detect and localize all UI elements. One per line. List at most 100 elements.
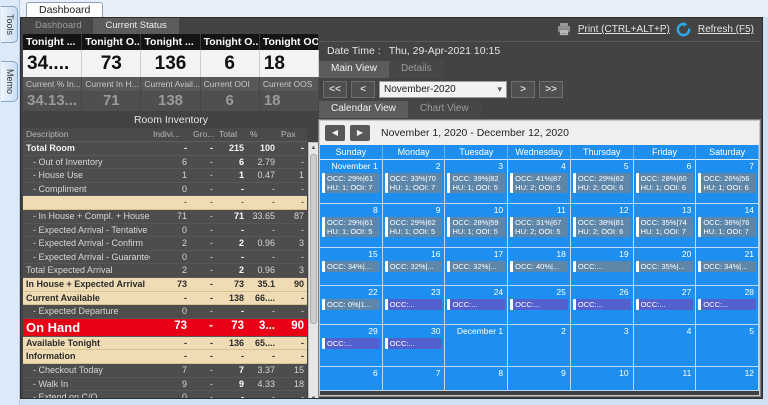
inventory-scrollbar[interactable]: ▲ ▼ <box>308 142 319 398</box>
table-row[interactable]: - Expected Arrival - Confirm 2 - 2 0.96 3 <box>23 237 307 251</box>
calendar-cell[interactable]: 30 OCC:... <box>382 325 446 367</box>
refresh-link[interactable]: Refresh (F5) <box>697 24 754 35</box>
calendar-cell[interactable]: 2 <box>508 325 571 367</box>
occupancy-event-block[interactable]: OCC:... <box>322 338 380 349</box>
occupancy-event-block[interactable]: OCC: 0%|1... <box>322 299 380 310</box>
scrollbar-thumb[interactable] <box>310 154 317 324</box>
calendar-cell[interactable]: 29 OCC:... <box>320 325 383 367</box>
calendar-cell[interactable]: 12 OCC: 38%|81 HU: 2; OOI: 6 <box>570 204 634 248</box>
calendar-cell[interactable]: 5 OCC: 29%|62 HU: 2; OOI: 6 <box>570 160 634 204</box>
occupancy-event-block[interactable]: OCC: 26%|56 HU: 1; OOI: 6 <box>698 173 757 193</box>
table-row[interactable]: - Compliment 0 - - - - <box>23 182 307 197</box>
calendar-cell[interactable]: 16 OCC: 32%|... <box>382 248 446 286</box>
occupancy-event-block[interactable]: OCC: 31%|67 HU: 2; OOI: 5 <box>510 217 568 237</box>
tab-main-view[interactable]: Main View <box>319 61 389 78</box>
calendar-cell[interactable]: 15 OCC: 34%|... <box>320 248 383 286</box>
calendar-cell[interactable]: 11 <box>633 367 697 391</box>
sidebar-tab-memo[interactable]: Memo <box>1 61 18 103</box>
calendar-cell[interactable]: 2 OCC: 33%|70 HU: 1; OOI: 7 <box>382 160 446 204</box>
calendar-cell[interactable]: 5 <box>696 325 759 367</box>
table-row[interactable]: - Expected Arrival - Tentative 0 - - - - <box>23 223 307 238</box>
first-month-button[interactable]: << <box>323 80 347 98</box>
calendar-cell[interactable]: 18 OCC: 40%|... <box>508 248 571 286</box>
table-row[interactable]: Information - - - - - <box>23 350 307 364</box>
calendar-cell[interactable]: 8 <box>445 367 509 391</box>
calendar-cell[interactable]: 4 OCC: 41%|87 HU: 2; OOI: 5 <box>508 160 571 204</box>
table-row[interactable]: ----- <box>23 196 307 210</box>
calendar-cell[interactable]: 10 <box>570 367 634 391</box>
occupancy-event-block[interactable]: OCC:... <box>572 299 631 310</box>
calendar-cell[interactable]: 4 <box>633 325 697 367</box>
calendar-prev-icon[interactable]: ◀ <box>325 125 345 141</box>
calendar-cell[interactable]: 19 OCC:... <box>570 248 634 286</box>
occupancy-event-block[interactable]: OCC: 35%|74 HU: 1; OOI: 7 <box>635 217 694 237</box>
occupancy-event-block[interactable]: OCC:... <box>510 299 568 310</box>
calendar-cell[interactable]: 22 OCC: 0%|1... <box>320 286 383 325</box>
occupancy-event-block[interactable]: OCC: 41%|87 HU: 2; OOI: 5 <box>510 173 568 193</box>
tab-current-status[interactable]: Current Status <box>93 18 179 34</box>
scroll-down-icon[interactable]: ▼ <box>311 394 317 398</box>
print-link[interactable]: Print (CTRL+ALT+P) <box>577 24 670 35</box>
calendar-cell[interactable]: 8 OCC: 29%|61 HU: 1; OOI: 5 <box>320 204 383 248</box>
occupancy-event-block[interactable]: OCC:... <box>384 299 443 310</box>
next-month-button[interactable]: > <box>511 80 535 98</box>
occupancy-event-block[interactable]: OCC: 40%|... <box>510 261 568 272</box>
occupancy-event-block[interactable]: OCC: 33%|70 HU: 1; OOI: 7 <box>384 173 443 193</box>
calendar-cell[interactable]: 24 OCC:... <box>445 286 509 325</box>
occupancy-event-block[interactable]: OCC: 38%|81 HU: 2; OOI: 6 <box>572 217 631 237</box>
refresh-icon[interactable] <box>676 22 692 38</box>
occupancy-event-block[interactable]: OCC:... <box>635 299 694 310</box>
calendar-cell[interactable]: 6 <box>320 367 383 391</box>
tab-dashboard[interactable]: Dashboard <box>23 18 94 34</box>
calendar-cell[interactable]: 28 OCC:... <box>696 286 759 325</box>
calendar-cell[interactable]: 17 OCC: 32%|... <box>445 248 509 286</box>
tab-chart-view[interactable]: Chart View <box>407 101 481 118</box>
calendar-cell[interactable]: 27 OCC:... <box>633 286 697 325</box>
occupancy-event-block[interactable]: OCC: 32%|... <box>384 261 443 272</box>
occupancy-event-block[interactable]: OCC:... <box>447 299 506 310</box>
window-tab-dashboard[interactable]: Dashboard <box>26 2 104 18</box>
calendar-cell[interactable]: 3 <box>570 325 634 367</box>
occupancy-event-block[interactable]: OCC: 36%|76 HU: 1; OOI: 7 <box>698 217 757 237</box>
last-month-button[interactable]: >> <box>539 80 563 98</box>
calendar-cell[interactable]: 10 OCC: 28%|59 HU: 1; OOI: 5 <box>445 204 509 248</box>
calendar-cell[interactable]: 26 OCC:... <box>570 286 634 325</box>
occupancy-event-block[interactable]: OCC: 29%|62 HU: 1; OOI: 5 <box>384 217 443 237</box>
month-select[interactable]: November-2020 ▾ <box>379 80 507 98</box>
table-row[interactable]: Available Tonight - - 136 65.... - <box>23 336 307 351</box>
calendar-cell[interactable]: 3 OCC: 39%|82 HU: 1; OOI: 5 <box>445 160 509 204</box>
calendar-cell[interactable]: 13 OCC: 35%|74 HU: 1; OOI: 7 <box>633 204 697 248</box>
occupancy-event-block[interactable]: OCC: 28%|59 HU: 1; OOI: 5 <box>447 217 506 237</box>
table-row[interactable]: - Extend on C/O 0 - - - - <box>23 391 307 398</box>
occupancy-event-block[interactable]: OCC: 29%|61 HU: 1; OOI: 7 <box>322 173 380 193</box>
table-row[interactable]: On Hand 73 - 73 3... 90 <box>23 318 307 337</box>
table-row[interactable]: - House Use 1 - 1 0.47 1 <box>23 169 307 183</box>
prev-month-button[interactable]: < <box>351 80 375 98</box>
tab-calendar-view[interactable]: Calendar View <box>319 101 408 118</box>
calendar-cell[interactable]: December 1 <box>445 325 509 367</box>
table-row[interactable]: - In House + Compl. + House Use 71 - 71 33.6… <box>23 209 307 224</box>
occupancy-event-block[interactable]: OCC: 34%|... <box>322 261 380 272</box>
scroll-up-icon[interactable]: ▲ <box>310 145 317 151</box>
calendar-cell[interactable]: November 1 OCC: 29%|61 HU: 1; OOI: 7 <box>320 160 383 204</box>
calendar-cell[interactable]: 21 OCC: 34%|... <box>696 248 759 286</box>
table-row[interactable]: - Walk In 9 - 9 4.33 18 <box>23 377 307 392</box>
occupancy-event-block[interactable]: OCC:... <box>572 261 631 272</box>
table-row[interactable]: - Expected Arrival - Guaranteed 0 - - - - <box>23 250 307 265</box>
table-row[interactable]: Total Expected Arrival 2 - 2 0.96 3 <box>23 264 307 278</box>
occupancy-event-block[interactable]: OCC: 39%|82 HU: 1; OOI: 5 <box>447 173 506 193</box>
calendar-cell[interactable]: 9 <box>508 367 571 391</box>
table-row[interactable]: - Out of Inventory 6 - 6 2.79 - <box>23 155 307 170</box>
calendar-cell[interactable]: 25 OCC:... <box>508 286 571 325</box>
table-row[interactable]: In House + Expected Arrival 73 - 73 35.1 90 <box>23 277 307 292</box>
calendar-cell[interactable]: 9 OCC: 29%|62 HU: 1; OOI: 5 <box>382 204 446 248</box>
calendar-cell[interactable]: 7 OCC: 26%|56 HU: 1; OOI: 6 <box>696 160 759 204</box>
occupancy-event-block[interactable]: OCC: 28%|60 HU: 1; OOI: 6 <box>635 173 694 193</box>
occupancy-event-block[interactable]: OCC:... <box>384 338 443 349</box>
calendar-next-icon[interactable]: ▶ <box>350 125 370 141</box>
table-row[interactable]: Current Available - - 138 66.... - <box>23 291 307 306</box>
calendar-cell[interactable]: 11 OCC: 31%|67 HU: 2; OOI: 5 <box>508 204 571 248</box>
occupancy-event-block[interactable]: OCC: 29%|61 HU: 1; OOI: 5 <box>322 217 380 237</box>
table-row[interactable]: - Checkout Today 7 - 7 3.37 15 <box>23 363 307 378</box>
table-row[interactable]: Total Room - - 215 100 - <box>23 142 307 156</box>
